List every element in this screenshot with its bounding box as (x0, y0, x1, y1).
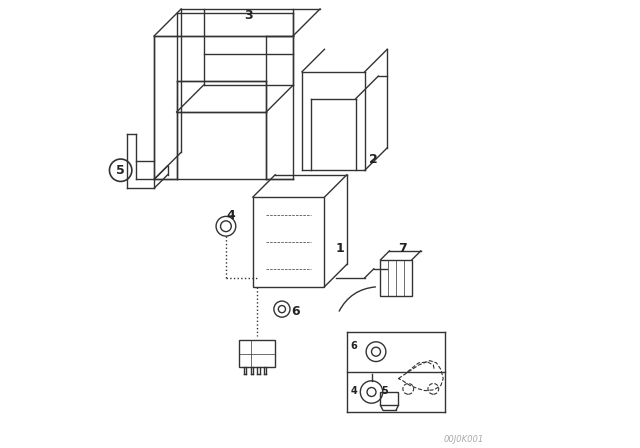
Text: 00J0K001: 00J0K001 (444, 435, 483, 444)
Text: 4: 4 (226, 208, 235, 222)
Text: 5: 5 (381, 386, 388, 396)
Bar (239, 340, 275, 367)
Text: 3: 3 (244, 9, 253, 22)
Text: 6: 6 (351, 341, 357, 351)
Text: 1: 1 (336, 242, 344, 255)
Text: 7: 7 (399, 242, 407, 255)
Text: 6: 6 (291, 305, 300, 318)
Bar (380, 260, 412, 296)
Bar (253, 197, 324, 287)
Text: 4: 4 (351, 386, 357, 396)
Text: 2: 2 (369, 152, 378, 166)
Text: 5: 5 (116, 164, 125, 177)
Bar (380, 392, 398, 405)
